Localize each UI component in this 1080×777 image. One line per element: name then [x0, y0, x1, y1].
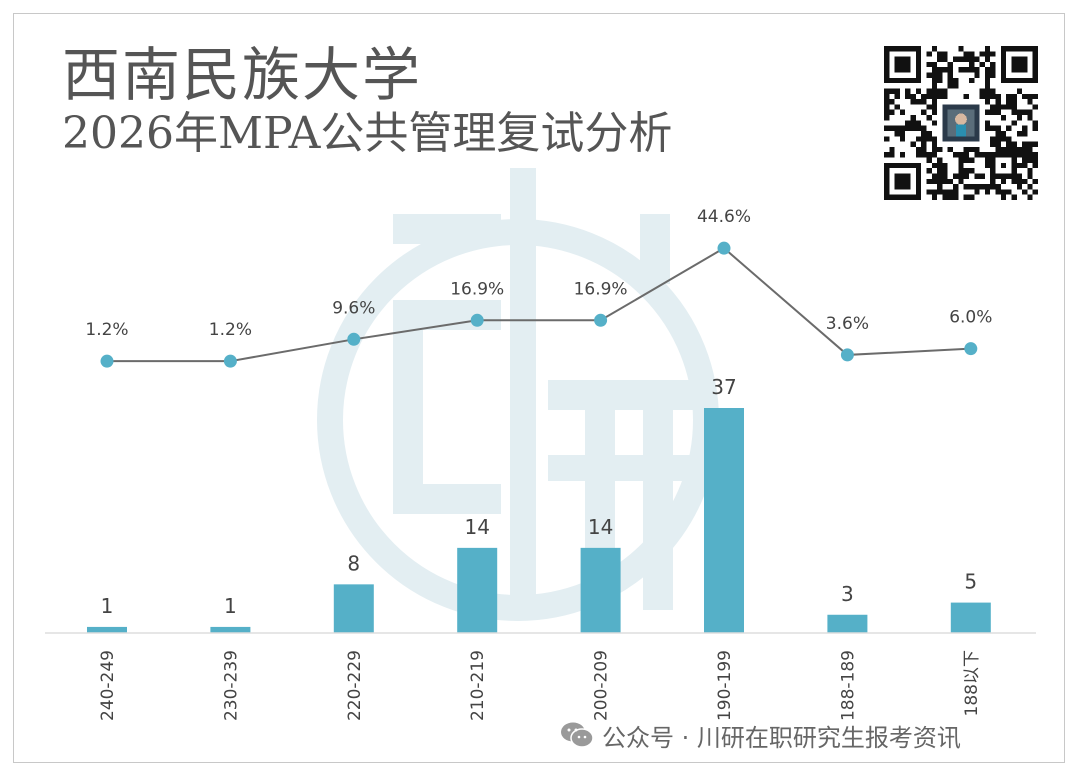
x-tick-label: 210-219 [468, 650, 488, 721]
bar-value-label: 14 [464, 515, 489, 539]
line-value-label: 1.2% [209, 320, 252, 340]
line-marker [964, 342, 978, 356]
page-subtitle: 2026年MPA公共管理复试分析 [62, 108, 673, 159]
page-title: 西南民族大学 [62, 41, 423, 109]
line-marker [347, 332, 361, 346]
x-tick-label: 230-239 [221, 650, 241, 721]
footer-credit: 公众号 · 川研在职研究生报考资讯 [560, 718, 961, 752]
bar-value-label: 5 [964, 570, 977, 594]
x-tick-label: 240-249 [98, 650, 118, 721]
bar [704, 408, 744, 633]
line-value-label: 16.9% [450, 279, 504, 299]
poster-frame [13, 13, 1065, 763]
x-tick-label: 190-199 [715, 650, 735, 721]
line-value-label: 1.2% [85, 320, 128, 340]
line-value-label: 16.9% [574, 279, 628, 299]
line-marker [100, 354, 114, 368]
x-tick-label: 220-229 [345, 650, 365, 721]
line-value-label: 44.6% [697, 207, 751, 227]
x-tick-label: 200-209 [592, 650, 612, 721]
bar-value-label: 1 [224, 594, 237, 618]
bar-value-label: 3 [841, 582, 854, 606]
bar [580, 547, 621, 633]
line-marker [470, 313, 484, 327]
line-marker [717, 241, 731, 255]
percentage-line [107, 246, 971, 363]
bar-value-label: 37 [711, 375, 736, 399]
bar [210, 626, 251, 633]
bar-value-label: 14 [588, 515, 613, 539]
bar [333, 584, 374, 633]
line-value-label: 6.0% [949, 308, 992, 328]
line-marker [840, 348, 854, 362]
x-tick-label: 188-189 [838, 650, 858, 721]
wechat-icon [561, 722, 594, 748]
x-tick-label: 188以下 [962, 650, 982, 716]
bar [87, 626, 127, 633]
line-value-label: 9.6% [332, 298, 375, 318]
qr-code-icon [884, 46, 1038, 200]
bar [827, 614, 868, 633]
bar [457, 547, 498, 633]
bar-value-label: 1 [101, 594, 114, 618]
line-value-label: 3.6% [826, 314, 869, 334]
footer-text: 公众号 · 川研在职研究生报考资讯 [602, 723, 961, 752]
bar-value-label: 8 [347, 551, 360, 575]
line-marker [594, 313, 608, 327]
line-marker [223, 354, 237, 368]
bar [950, 602, 991, 633]
